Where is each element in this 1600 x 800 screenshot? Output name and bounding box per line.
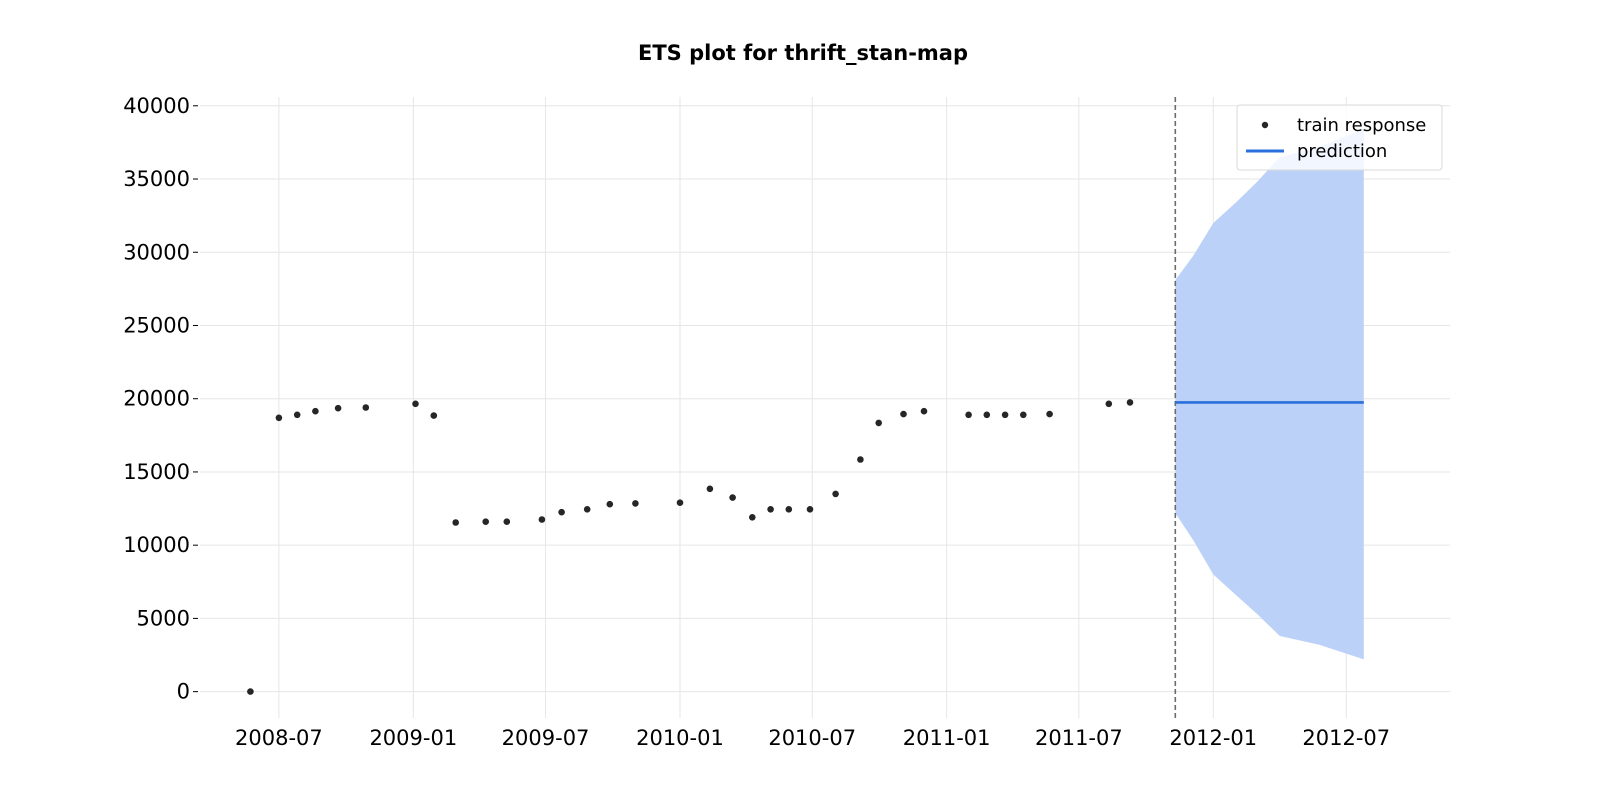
- axis-layer: 2008-07 2009-01 2009-07 2010-01 2010-07 2011-…: [123, 94, 1390, 750]
- train-response-point: [583, 506, 591, 513]
- chart-title: ETS plot for thrift_stan-map: [638, 41, 968, 65]
- train-response-point: [334, 404, 342, 412]
- y-tick-label: 25000: [123, 313, 190, 337]
- train-response-point: [293, 411, 301, 419]
- y-tick-label: 35000: [123, 167, 190, 191]
- train-response-point: [785, 506, 793, 513]
- train-response-point: [558, 508, 565, 516]
- train-response-point: [875, 419, 882, 427]
- train-response-point: [965, 411, 972, 419]
- prediction-interval-band: [1175, 129, 1364, 660]
- train-response-point: [920, 407, 928, 415]
- y-tick-label: 40000: [123, 94, 190, 118]
- train-response-point: [1126, 399, 1134, 406]
- x-tick-label: 2009-01: [369, 726, 457, 750]
- x-tick-label: 2009-07: [502, 726, 590, 750]
- train-response-point: [452, 519, 460, 526]
- train-response-point: [1105, 400, 1113, 408]
- y-tick-label: 15000: [123, 460, 190, 484]
- interval-band-layer: [1175, 129, 1364, 660]
- y-tick-label: 30000: [123, 240, 190, 264]
- train-response-point: [430, 412, 438, 419]
- train-response-point: [247, 688, 254, 695]
- train-response-point: [632, 500, 639, 507]
- train-response-point: [606, 500, 614, 508]
- train-response-point: [983, 411, 991, 419]
- train-response-point: [706, 485, 714, 493]
- legend-prediction-label: prediction: [1297, 141, 1387, 162]
- train-response-point: [362, 404, 370, 411]
- x-tick-label: 2010-01: [636, 726, 724, 750]
- train-response-point: [767, 506, 774, 513]
- train-response-point: [676, 499, 684, 507]
- train-response-point: [1020, 411, 1027, 419]
- legend-train-label: train response: [1297, 115, 1426, 136]
- x-tick-label: 2010-07: [768, 726, 856, 750]
- train-response-point: [1001, 411, 1009, 419]
- train-response-point: [503, 518, 511, 525]
- x-tick-label: 2011-07: [1035, 726, 1123, 750]
- train-response-point: [482, 518, 490, 525]
- train-response-point: [412, 400, 419, 408]
- train-response-point: [857, 456, 864, 463]
- train-response-point: [806, 506, 814, 513]
- train-response-point: [729, 494, 736, 501]
- train-response-point: [538, 516, 546, 523]
- y-tick-label: 20000: [123, 387, 190, 411]
- legend-box: [1236, 104, 1443, 171]
- y-tick-label: 10000: [123, 533, 190, 557]
- train-response-point: [275, 414, 283, 422]
- x-tick-label: 2011-01: [903, 726, 991, 750]
- y-tick-label: 5000: [137, 606, 190, 630]
- train-response-point: [900, 410, 907, 418]
- train-points-layer: [247, 399, 1134, 695]
- legend: train response prediction: [1236, 104, 1443, 171]
- x-tick-label: 2012-07: [1302, 726, 1390, 750]
- legend-train-marker: [1261, 121, 1269, 129]
- x-tick-label: 2008-07: [235, 726, 323, 750]
- x-tick-label: 2012-01: [1169, 726, 1257, 750]
- train-response-point: [1046, 410, 1053, 418]
- y-tick-label: 0: [177, 680, 190, 704]
- train-response-point: [312, 407, 319, 415]
- train-response-point: [749, 514, 756, 521]
- train-response-point: [832, 490, 839, 498]
